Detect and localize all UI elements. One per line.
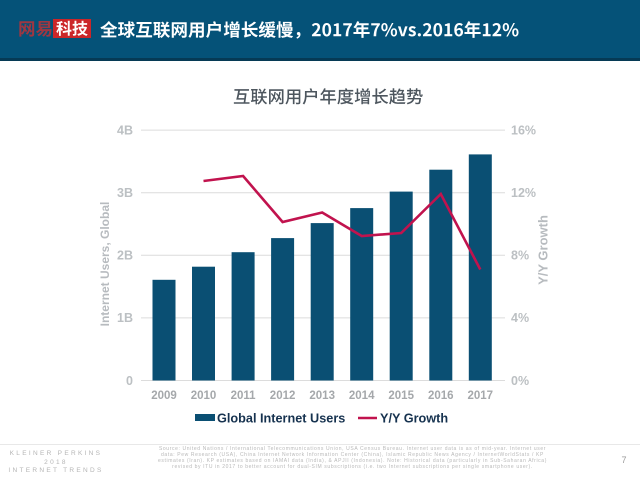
- svg-text:2014: 2014: [349, 390, 375, 402]
- svg-text:1B: 1B: [117, 311, 133, 325]
- svg-text:3B: 3B: [117, 186, 133, 200]
- svg-text:16%: 16%: [511, 123, 536, 137]
- svg-text:2010: 2010: [191, 390, 217, 402]
- svg-text:Internet Users, Global: Internet Users, Global: [98, 202, 112, 327]
- svg-text:2017: 2017: [468, 390, 494, 402]
- svg-text:4%: 4%: [511, 311, 529, 325]
- svg-text:2016: 2016: [428, 390, 454, 402]
- svg-text:Global Internet Users: Global Internet Users: [217, 412, 345, 426]
- svg-text:2009: 2009: [151, 390, 177, 402]
- svg-text:2B: 2B: [117, 249, 133, 263]
- svg-text:4B: 4B: [117, 123, 133, 137]
- svg-text:2015: 2015: [388, 390, 414, 402]
- svg-text:0: 0: [126, 374, 133, 388]
- svg-text:0%: 0%: [511, 374, 529, 388]
- svg-text:12%: 12%: [511, 186, 536, 200]
- svg-text:Y/Y Growth: Y/Y Growth: [380, 412, 448, 426]
- svg-text:2012: 2012: [270, 390, 296, 402]
- svg-text:8%: 8%: [511, 249, 529, 263]
- svg-text:Y/Y Growth: Y/Y Growth: [536, 215, 551, 285]
- svg-text:2011: 2011: [231, 390, 257, 402]
- svg-text:2013: 2013: [309, 390, 335, 402]
